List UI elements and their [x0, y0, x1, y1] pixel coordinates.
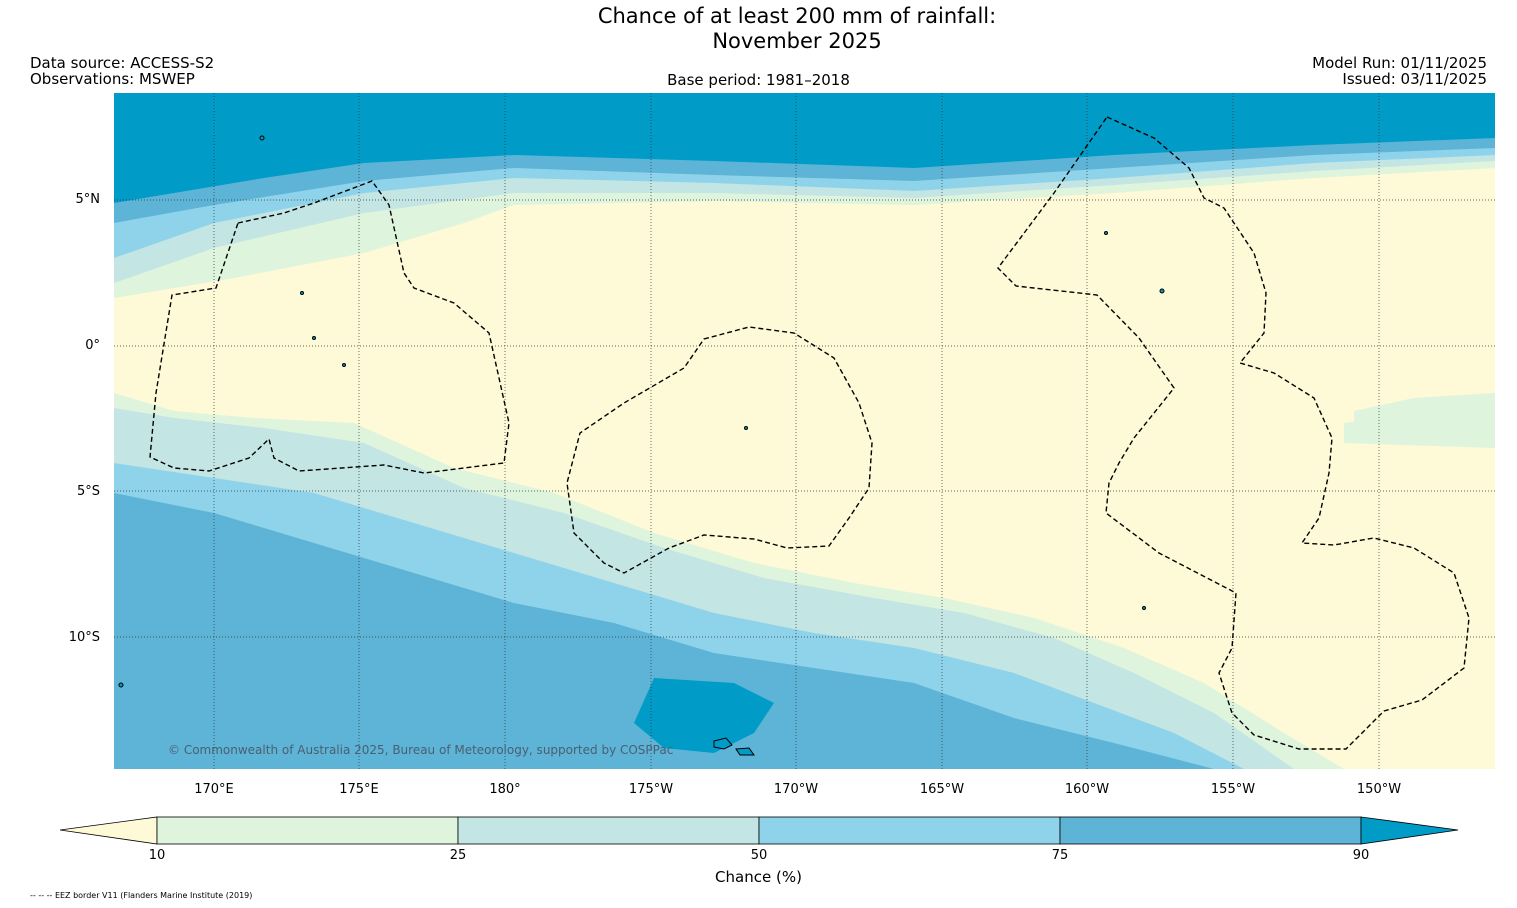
colorbar-tick-25: 25	[449, 848, 467, 863]
rainfall-map: © Commonwealth of Australia 2025, Bureau…	[114, 93, 1495, 769]
island-small-2	[1104, 231, 1108, 235]
lat-label-0: 0°	[85, 338, 100, 353]
observations-text: Observations: MSWEP	[30, 70, 195, 88]
lon-label-170e: 170°E	[194, 782, 234, 797]
map-title: Chance of at least 200 mm of rainfall: N…	[0, 4, 1517, 54]
lon-label-150w: 150°W	[1356, 782, 1402, 797]
lat-label-10s: 10°S	[68, 630, 100, 645]
title-line-2: November 2025	[712, 29, 882, 53]
island-small-5	[312, 336, 316, 340]
island-samoa-upolu	[713, 737, 733, 750]
island-small-6	[342, 363, 346, 367]
copyright-text: © Commonwealth of Australia 2025, Bureau…	[168, 743, 674, 757]
lat-label-5n: 5°N	[75, 192, 101, 207]
colorbar	[59, 816, 1460, 846]
band-below-10	[114, 168, 1495, 769]
data-source-block: Data source: ACCESS-S2 Observations: MSW…	[30, 55, 214, 87]
colorbar-label: Chance (%)	[715, 868, 802, 886]
lat-label-5s: 5°S	[76, 484, 100, 499]
colorbar-extend-high	[1360, 816, 1459, 845]
band-10-25-patch	[1354, 393, 1495, 438]
band-75-90-south	[114, 523, 459, 673]
lon-label-170w: 170°W	[773, 782, 819, 797]
eez-kiribati-gilbert	[149, 180, 510, 474]
colorbar-bin-75-90	[1059, 816, 1362, 845]
colorbar-bin-10-25	[156, 816, 459, 845]
model-run-text: Model Run: 01/11/2025	[1312, 54, 1487, 72]
lon-label-180: 180°	[489, 782, 521, 797]
colorbar-tick-90: 90	[1352, 848, 1370, 863]
title-line-1: Chance of at least 200 mm of rainfall:	[597, 4, 997, 28]
eez-tokelau-phoenix	[566, 326, 873, 574]
island-samoa-savaii	[735, 747, 755, 756]
colorbar-tick-10: 10	[148, 848, 166, 863]
lon-label-155w: 155°W	[1210, 782, 1256, 797]
base-period-text: Base period: 1981–2018	[667, 71, 850, 89]
model-run-block: Model Run: 01/11/2025 Issued: 03/11/2025	[1312, 55, 1487, 87]
island-small-8	[1142, 606, 1146, 610]
island-small-4	[300, 291, 304, 295]
island-small-1	[1159, 288, 1165, 294]
colorbar-bin-50-75	[758, 816, 1061, 845]
data-source-text: Data source: ACCESS-S2	[30, 54, 215, 72]
islands	[118, 135, 1165, 756]
colorbar-tick-50: 50	[750, 848, 768, 863]
island-small-9	[118, 682, 124, 688]
eez-legend-note: -- -- -- EEZ border V11 (Flanders Marine…	[30, 891, 253, 900]
lon-label-165w: 165°W	[919, 782, 965, 797]
band-above-90-south	[634, 678, 774, 753]
colorbar-extend-low	[59, 816, 158, 845]
issued-text: Issued: 03/11/2025	[1342, 70, 1487, 88]
lon-label-160w: 160°W	[1064, 782, 1110, 797]
island-small-3	[744, 426, 748, 430]
island-small-7	[259, 135, 265, 141]
eez-kiribati-line	[997, 116, 1470, 750]
lon-label-175w: 175°W	[628, 782, 674, 797]
colorbar-tick-75: 75	[1051, 848, 1069, 863]
colorbar-bin-25-50	[457, 816, 760, 845]
lon-label-175e: 175°E	[339, 782, 379, 797]
eez-borders	[149, 116, 1470, 750]
graticule	[114, 93, 1495, 769]
